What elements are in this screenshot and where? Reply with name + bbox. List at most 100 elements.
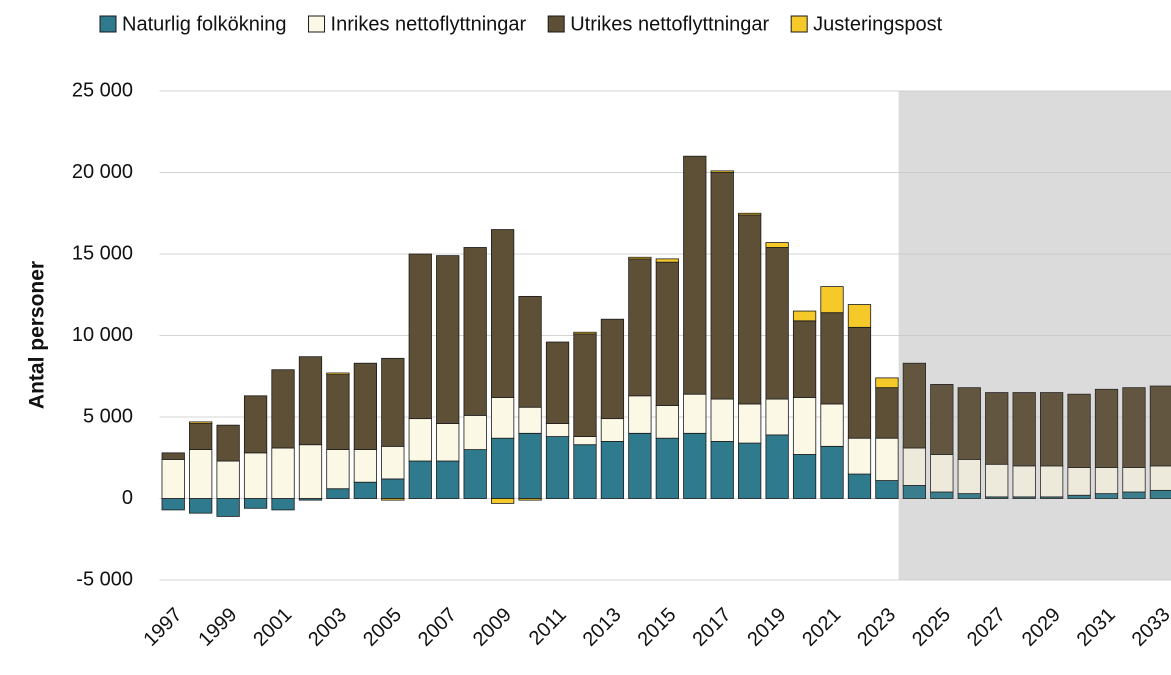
- bar-segment: [683, 393, 707, 434]
- bar-segment: [326, 449, 350, 490]
- bar-segment: [875, 480, 899, 499]
- x-tick-label: 2025: [908, 604, 955, 651]
- bar-segment: [710, 170, 734, 173]
- bar-segment: [792, 454, 817, 499]
- y-tick-label: 5 000: [83, 405, 133, 427]
- forecast-tint: [898, 91, 1171, 580]
- bar-segment: [463, 449, 487, 499]
- bar-segment: [381, 478, 405, 499]
- y-tick-label: -5 000: [76, 568, 133, 590]
- bar-segment: [628, 256, 652, 260]
- x-tick-label: 2007: [414, 604, 461, 651]
- bar-segment: [353, 449, 377, 483]
- bar-segment: [271, 369, 295, 449]
- bar-segment: [765, 434, 789, 499]
- bar-segment: [792, 310, 817, 322]
- y-tick-label: 20 000: [72, 161, 133, 183]
- bar-segment: [518, 406, 542, 434]
- legend-label: Naturlig folkökning: [122, 13, 287, 35]
- bar-segment: [683, 432, 707, 499]
- bar-segment: [847, 473, 872, 499]
- bar-segment: [518, 432, 542, 499]
- bar-segment: [216, 424, 240, 462]
- bar-segment: [792, 397, 817, 455]
- bar-segment: [738, 442, 762, 499]
- bar-segment: [655, 437, 679, 499]
- bar-segment: [628, 432, 652, 499]
- legend-label: Justeringspost: [813, 13, 942, 35]
- bar-segment: [298, 356, 323, 446]
- bar-segment: [573, 436, 597, 446]
- bar-segment: [243, 452, 268, 499]
- bar-segment: [710, 441, 734, 499]
- bar-segment: [847, 304, 872, 328]
- bar-segment: [738, 403, 762, 444]
- bar-segment: [820, 286, 844, 314]
- bar-segment: [628, 395, 652, 434]
- bar-segment: [271, 447, 295, 499]
- bar-segment: [545, 423, 570, 437]
- bar-segment: [628, 258, 652, 397]
- bar-segment: [408, 253, 432, 420]
- bar-segment: [463, 414, 487, 450]
- bar-segment: [985, 392, 1009, 465]
- y-tick-label: 10 000: [72, 324, 133, 346]
- bar-segment: [326, 488, 350, 499]
- bar-segment: [655, 405, 679, 439]
- y-tick-label: 25 000: [72, 79, 133, 101]
- bar-segment: [710, 172, 734, 400]
- x-tick-label: 2023: [853, 604, 900, 651]
- bar-segment: [326, 372, 350, 376]
- y-tick-label: 0: [122, 487, 133, 509]
- x-tick-label: 2009: [469, 604, 516, 651]
- bar-segment: [490, 498, 515, 504]
- bar-segment: [765, 242, 789, 248]
- bar-segment: [161, 498, 185, 511]
- x-tick-label: 2001: [249, 604, 296, 651]
- x-tick-label: 2021: [798, 604, 845, 651]
- bar-segment: [436, 460, 460, 499]
- bar-segment: [189, 498, 213, 514]
- bar-segment: [545, 341, 570, 424]
- bar-segment: [847, 326, 872, 439]
- bar-segment: [930, 383, 954, 455]
- legend-swatch: [547, 15, 565, 33]
- y-axis-label: Antal personer: [26, 261, 49, 409]
- bar-segment: [573, 333, 597, 437]
- bar-segment: [490, 229, 515, 398]
- legend-swatch: [790, 15, 808, 33]
- x-tick-label: 2005: [359, 604, 406, 651]
- bar-segment: [545, 436, 570, 499]
- bar-segment: [875, 377, 899, 389]
- x-tick-label: 2013: [579, 604, 626, 651]
- bar-segment: [490, 437, 515, 499]
- bar-segment: [655, 258, 679, 263]
- bar-segment: [683, 155, 707, 395]
- bar-segment: [161, 458, 185, 499]
- bar-segment: [298, 444, 323, 499]
- bar-segment: [490, 397, 515, 439]
- bar-segment: [189, 423, 213, 450]
- bar-segment: [847, 437, 872, 475]
- bar-segment: [765, 398, 789, 436]
- bar-segment: [216, 460, 240, 499]
- bar-segment: [436, 255, 460, 424]
- bar-segment: [600, 318, 625, 420]
- legend-swatch: [99, 15, 117, 33]
- bar-segment: [1067, 393, 1091, 468]
- bar-segment: [408, 460, 432, 499]
- bar-segment: [408, 418, 432, 462]
- legend-swatch: [308, 15, 326, 33]
- bar-segment: [1012, 392, 1036, 467]
- bar-segment: [655, 261, 679, 406]
- x-tick-label: 2015: [634, 604, 681, 651]
- x-tick-label: 2029: [1018, 604, 1065, 651]
- bar-segment: [738, 212, 762, 216]
- x-tick-label: 2011: [525, 604, 571, 650]
- legend-label: Inrikes nettoflyttningar: [331, 13, 527, 35]
- x-tick-label: 1999: [194, 604, 241, 651]
- x-tick-label: 2031: [1073, 604, 1120, 651]
- bar-segment: [820, 403, 844, 447]
- bar-segment: [353, 481, 377, 499]
